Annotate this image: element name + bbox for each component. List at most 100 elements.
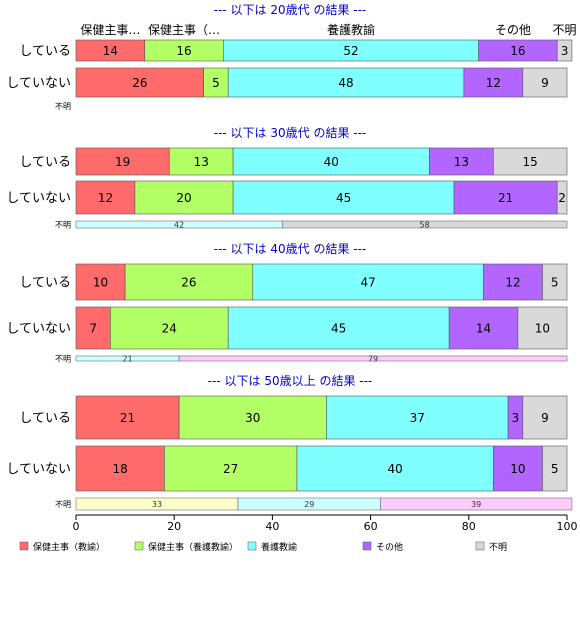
row-label: していない — [6, 322, 71, 337]
bar-value-label: 13 — [454, 155, 469, 169]
bar-value-label: 48 — [338, 76, 353, 90]
bar-segment — [483, 263, 543, 301]
bar-value-label: 24 — [162, 322, 177, 336]
unknown-segment — [178, 355, 568, 362]
bar-value-label: 21 — [498, 191, 513, 205]
group-title: --- 以下は 20歳代 の結果 --- — [214, 3, 367, 17]
bar-value-label: 16 — [510, 44, 525, 58]
bar-value-label: 21 — [120, 411, 135, 425]
bar-value-label: 14 — [103, 44, 118, 58]
bar-segment — [168, 147, 234, 176]
bar-value-label: 7 — [89, 322, 97, 336]
legend-label: 不明 — [489, 542, 507, 553]
bar-value-label: 20 — [176, 191, 191, 205]
bar-segment — [517, 306, 568, 350]
bar-value-label: 3 — [561, 44, 569, 58]
unknown-row-label: 不明 — [55, 500, 71, 509]
group-title: --- 以下は 50歳以上 の結果 --- — [208, 374, 373, 388]
bar-value-label: 10 — [93, 276, 108, 290]
bar-segment — [448, 306, 519, 350]
bar-value-label: 13 — [194, 155, 209, 169]
bar-value-label: 16 — [176, 44, 191, 58]
bar-value-label: 30 — [245, 411, 260, 425]
unknown-value-label: 21 — [122, 355, 132, 364]
unknown-row-label: 不明 — [55, 102, 71, 111]
bar-segment — [232, 147, 430, 176]
bar-segment — [326, 395, 509, 440]
row-label: している — [19, 155, 71, 170]
column-header-label: 不明 — [553, 23, 577, 37]
bar-segment — [493, 445, 543, 492]
legend-swatch — [362, 541, 372, 551]
x-tick-label: 80 — [462, 520, 476, 533]
column-header-label: 養護教諭 — [327, 22, 375, 37]
bar-segment — [429, 147, 494, 176]
bar-value-label: 15 — [523, 155, 538, 169]
unknown-value-label: 33 — [152, 500, 162, 509]
column-header-label: その他 — [495, 23, 531, 37]
unknown-value-label: 42 — [174, 221, 184, 230]
bar-value-label: 26 — [132, 76, 147, 90]
bar-segment — [178, 395, 327, 440]
column-header-label: 保健主事… — [80, 23, 140, 37]
bar-value-label: 26 — [181, 276, 196, 290]
bar-value-label: 2 — [558, 191, 566, 205]
legend-label: 養護教諭 — [261, 541, 297, 553]
bar-segment — [296, 445, 494, 492]
bar-segment — [252, 263, 484, 301]
unknown-row-label: 不明 — [55, 355, 71, 364]
bar-value-label: 37 — [410, 411, 425, 425]
bar-segment — [75, 147, 170, 176]
bar-segment — [75, 306, 111, 350]
bar-segment — [542, 445, 568, 492]
bar-segment — [522, 67, 568, 98]
group-title: --- 以下は 40歳代 の結果 --- — [214, 242, 367, 256]
bar-segment — [542, 263, 568, 301]
bar-segment — [75, 395, 180, 440]
row-label: している — [19, 276, 71, 291]
bar-value-label: 12 — [486, 76, 501, 90]
legend-label: 保健主事（教諭） — [33, 541, 105, 553]
row-label: している — [19, 411, 71, 426]
group-title: --- 以下は 30歳代 の結果 --- — [214, 126, 367, 140]
row-label: していない — [6, 462, 71, 477]
legend-label: 保健主事（養護教諭） — [148, 541, 238, 553]
legend-swatch — [247, 541, 257, 551]
bar-value-label: 9 — [541, 76, 549, 90]
unknown-value-label: 39 — [471, 500, 481, 509]
bar-segment — [110, 306, 229, 350]
bar-segment — [453, 180, 558, 215]
legend-swatch — [475, 541, 485, 551]
unknown-segment — [380, 497, 573, 511]
unknown-value-label: 29 — [304, 500, 314, 509]
row-label: していない — [6, 191, 71, 206]
bar-segment — [227, 306, 450, 350]
bar-value-label: 5 — [212, 76, 220, 90]
column-header-label: 保健主事（… — [148, 23, 220, 37]
bar-segment — [75, 67, 204, 98]
bar-value-label: 47 — [361, 276, 376, 290]
bar-segment — [556, 39, 573, 62]
x-tick-label: 100 — [557, 520, 578, 533]
bar-segment — [232, 180, 455, 215]
bar-value-label: 52 — [343, 44, 358, 58]
bar-value-label: 12 — [505, 276, 520, 290]
legend-swatch — [19, 541, 29, 551]
unknown-segment — [281, 220, 568, 229]
bar-segment — [164, 445, 298, 492]
x-tick-label: 40 — [265, 520, 279, 533]
bar-segment — [522, 395, 568, 440]
bar-value-label: 12 — [98, 191, 113, 205]
bar-segment — [493, 147, 568, 176]
legend-label: その他 — [376, 541, 403, 553]
bar-segment — [75, 180, 136, 215]
bar-segment — [134, 180, 234, 215]
bar-value-label: 5 — [551, 462, 559, 476]
bar-segment — [124, 263, 254, 301]
bar-value-label: 45 — [331, 322, 346, 336]
unknown-value-label: 58 — [420, 221, 430, 230]
row-label: していない — [6, 76, 71, 91]
bar-segment — [463, 67, 524, 98]
bar-segment — [556, 180, 568, 215]
